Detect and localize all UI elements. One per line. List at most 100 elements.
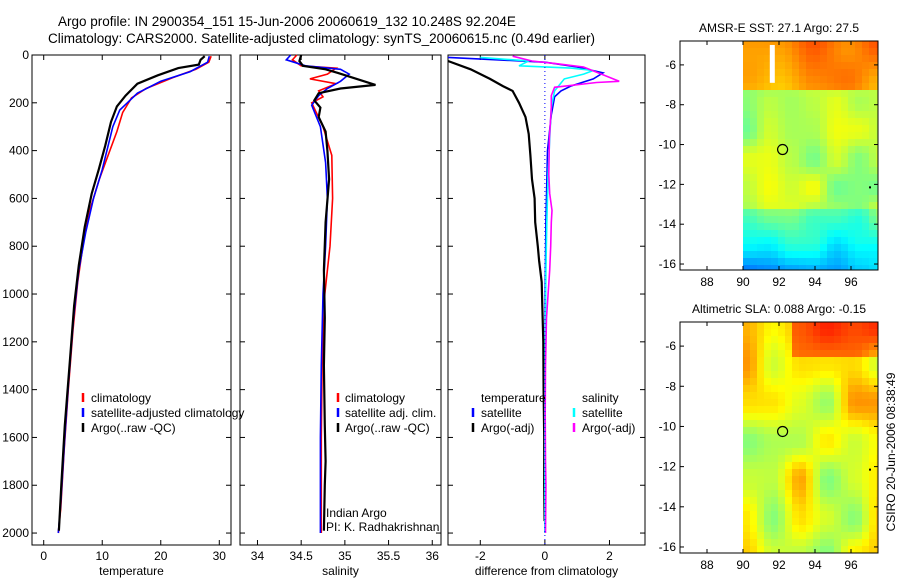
heatmap-cell bbox=[869, 434, 877, 442]
heatmap-cell bbox=[806, 146, 814, 154]
heatmap-cell bbox=[813, 125, 821, 133]
heatmap-cell bbox=[799, 139, 807, 147]
heatmap-cell bbox=[757, 322, 765, 330]
heatmap-cell bbox=[778, 167, 786, 175]
heatmap-cell bbox=[764, 244, 772, 252]
heatmap-cell bbox=[799, 104, 807, 112]
heatmap-cell bbox=[778, 251, 786, 259]
depth-tick-label: 2000 bbox=[2, 526, 29, 540]
heatmap-cell bbox=[806, 230, 814, 238]
heatmap-cell bbox=[869, 160, 877, 168]
heatmap-cell bbox=[876, 146, 878, 154]
heatmap-cell bbox=[848, 469, 856, 477]
sst_map-axes: 88 90 92 94 96 -6 -8 -10 -12 -14 -16 AMSR-E SST: 27… bbox=[659, 21, 879, 289]
heatmap-cell bbox=[750, 427, 758, 435]
heatmap-cell bbox=[743, 385, 751, 393]
heatmap-cell bbox=[757, 55, 765, 63]
heatmap-cell bbox=[855, 216, 863, 224]
heatmap-cell bbox=[855, 350, 863, 358]
heatmap-cell bbox=[834, 504, 842, 512]
heatmap-cell bbox=[799, 55, 807, 63]
heatmap-cell bbox=[799, 41, 807, 49]
heatmap-cell bbox=[813, 188, 821, 196]
heatmap-cell bbox=[771, 483, 779, 491]
heatmap-cell bbox=[827, 371, 835, 379]
heatmap-cell bbox=[757, 441, 765, 449]
heatmap-cell bbox=[743, 160, 751, 168]
heatmap-cell bbox=[834, 202, 842, 210]
heatmap-cell bbox=[743, 83, 751, 91]
heatmap-cell bbox=[750, 132, 758, 140]
heatmap-cell bbox=[848, 188, 856, 196]
heatmap-cell bbox=[841, 322, 849, 330]
heatmap-cell bbox=[862, 427, 870, 435]
heatmap-cell bbox=[757, 329, 765, 337]
heatmap-cell bbox=[757, 83, 765, 91]
heatmap-cell bbox=[862, 350, 870, 358]
heatmap-cell bbox=[778, 237, 786, 245]
heatmap-cell bbox=[750, 153, 758, 161]
heatmap-cell bbox=[862, 139, 870, 147]
heatmap-cell bbox=[855, 343, 863, 351]
heatmap-cell bbox=[834, 336, 842, 344]
heatmap-cell bbox=[743, 244, 751, 252]
heatmap-cell bbox=[813, 364, 821, 372]
heatmap-cell bbox=[806, 97, 814, 105]
heatmap-cell bbox=[792, 497, 800, 505]
heatmap-cell bbox=[799, 62, 807, 70]
heatmap-cell bbox=[750, 504, 758, 512]
heatmap-cell bbox=[799, 525, 807, 533]
heatmap-cell bbox=[855, 406, 863, 414]
heatmap-cell bbox=[841, 153, 849, 161]
heatmap-cell bbox=[743, 476, 751, 484]
heatmap-cell bbox=[820, 392, 828, 400]
heatmap-cell bbox=[778, 139, 786, 147]
heatmap-cell bbox=[785, 343, 793, 351]
heatmap-cell bbox=[743, 132, 751, 140]
heatmap-cell bbox=[771, 448, 779, 456]
legend-entry: climatology bbox=[345, 391, 405, 405]
heatmap-cell bbox=[764, 97, 772, 105]
heatmap-cell bbox=[785, 41, 793, 49]
heatmap-cell bbox=[750, 364, 758, 372]
heatmap-cell bbox=[764, 62, 772, 70]
heatmap-cell bbox=[743, 209, 751, 217]
heatmap-cell bbox=[785, 539, 793, 547]
heatmap-cell bbox=[778, 532, 786, 540]
heatmap-cell bbox=[757, 258, 765, 266]
heatmap-cell bbox=[806, 392, 814, 400]
heatmap-cell bbox=[876, 427, 878, 435]
heatmap-cell bbox=[820, 497, 828, 505]
heatmap-cell bbox=[848, 104, 856, 112]
heatmap-cell bbox=[785, 399, 793, 407]
heatmap-cell bbox=[757, 111, 765, 119]
depth-tick-label: 800 bbox=[9, 239, 29, 253]
heatmap-cell bbox=[764, 539, 772, 547]
heatmap-cell bbox=[876, 378, 878, 386]
heatmap-cell bbox=[806, 83, 814, 91]
heatmap-cell bbox=[848, 55, 856, 63]
heatmap-cell bbox=[841, 160, 849, 168]
heatmap-cell bbox=[876, 343, 878, 351]
heatmap-cell bbox=[862, 97, 870, 105]
heatmap-cell bbox=[820, 223, 828, 231]
heatmap-cell bbox=[806, 167, 814, 175]
heatmap-cell bbox=[771, 455, 779, 463]
heatmap-cell bbox=[862, 357, 870, 365]
heatmap-cell bbox=[869, 392, 877, 400]
series-line-salinity-argo-adj- bbox=[512, 55, 620, 534]
heatmap-cell bbox=[855, 399, 863, 407]
heatmap-cell bbox=[834, 181, 842, 189]
heatmap-cell bbox=[862, 378, 870, 386]
heatmap-cell bbox=[862, 251, 870, 259]
heatmap-cell bbox=[806, 118, 814, 126]
heatmap-cell bbox=[757, 546, 765, 553]
heatmap-cell bbox=[841, 69, 849, 77]
heatmap-cell bbox=[855, 322, 863, 330]
heatmap-cell bbox=[792, 462, 800, 470]
heatmap-cell bbox=[820, 511, 828, 519]
heatmap-cell bbox=[785, 132, 793, 140]
heatmap-cell bbox=[771, 490, 779, 498]
heatmap-cell bbox=[869, 104, 877, 112]
heatmap-cell bbox=[757, 216, 765, 224]
